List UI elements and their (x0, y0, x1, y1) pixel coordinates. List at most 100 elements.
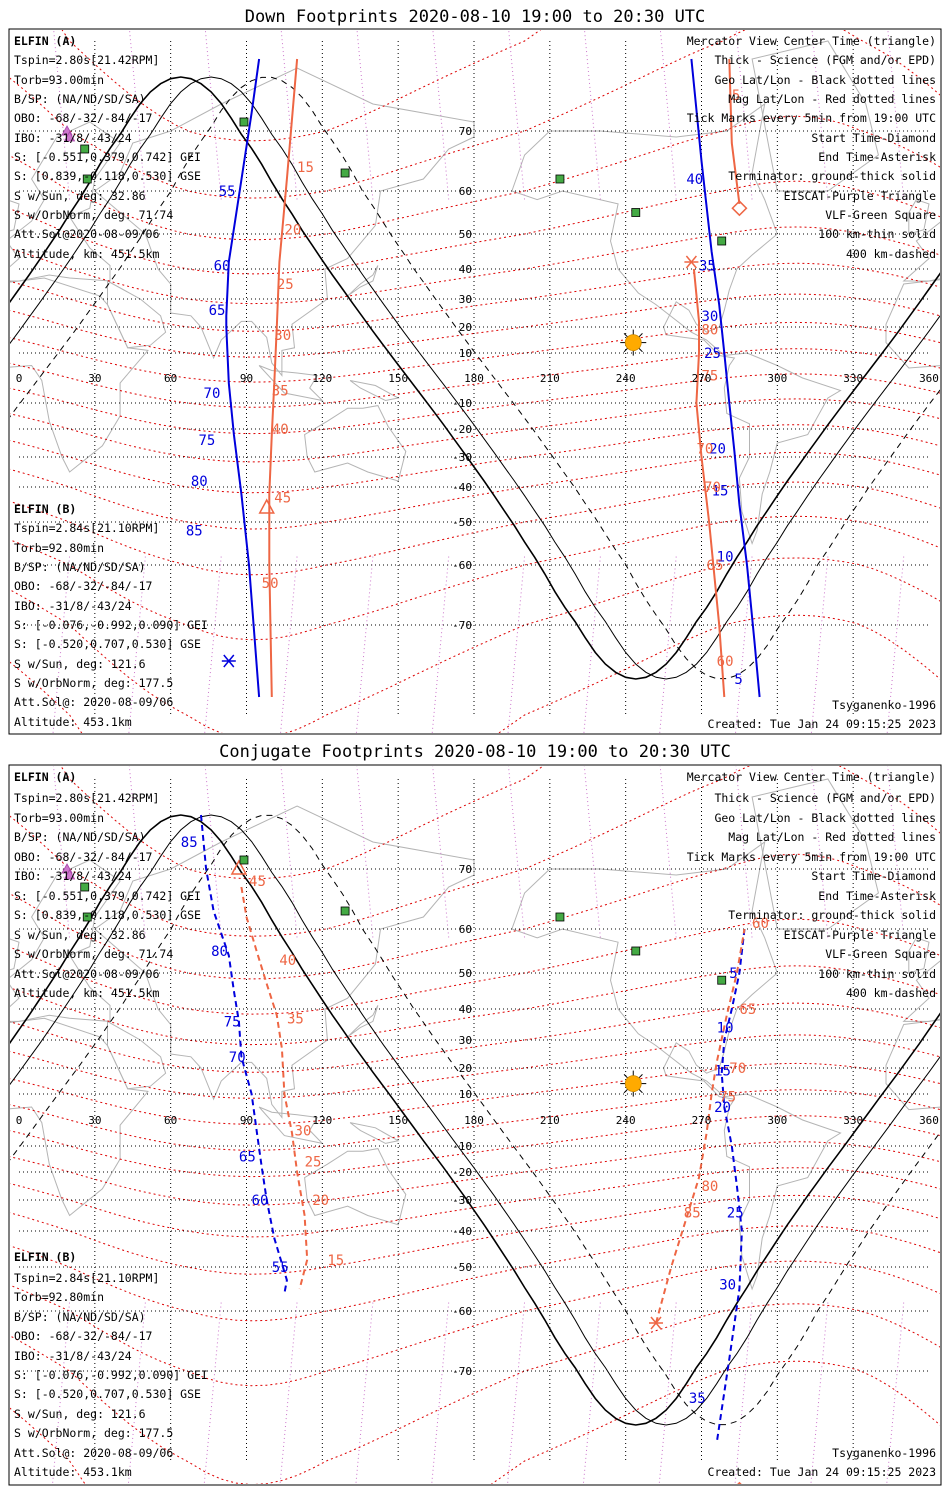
elfin-a-tick-label: 5 (734, 672, 742, 688)
mag-parallel (10, 965, 940, 1046)
mag-parallel (10, 1167, 940, 1238)
longitude-tick-label: 60 (164, 372, 177, 385)
longitude-tick-label: 120 (312, 372, 332, 385)
mag-meridian (280, 556, 298, 733)
latitude-tick-label: -70 (452, 619, 472, 632)
mag-meridian (811, 30, 829, 200)
coastline (10, 277, 149, 473)
latitude-tick-label: 20 (459, 1062, 472, 1075)
vlf-site-icon (555, 912, 565, 922)
legend-item: 400 km-dashed (846, 986, 936, 1000)
vlf-site-icon (80, 882, 90, 892)
coastline (258, 1106, 324, 1145)
coastline (107, 1020, 167, 1090)
longitude-tick-label: 180 (464, 1114, 484, 1127)
elfin-a-line: S: [-0.551,0.379,0.742] GEI (14, 150, 201, 164)
mag-meridian (431, 556, 450, 733)
elfin-a-line: S: [0.839,-0.118,0.530] GSE (14, 908, 201, 922)
longitude-tick-label: 270 (692, 372, 712, 385)
mag-meridian (886, 556, 905, 733)
coastline (10, 938, 20, 971)
mag-meridian (735, 30, 753, 200)
elfin-b-header: ELFIN (B) (14, 502, 76, 516)
terminator-lines (10, 76, 940, 680)
elfin-b-info: ELFIN (B) Tspin=2.84s[21.10RPM] Torb=92.… (14, 1250, 208, 1479)
vlf-site-icon (80, 144, 90, 154)
coastline (347, 265, 379, 297)
mag-parallel (10, 30, 940, 199)
mag-meridian (582, 1302, 601, 1484)
mag-parallel (10, 321, 940, 383)
coastline (908, 198, 930, 235)
latitude-tick-label: -30 (452, 1194, 472, 1207)
elfin-b-line: S w/Sun, deg: 121.6 (14, 1407, 146, 1421)
panel-title: Conjugate Footprints 2020-08-10 19:00 to… (219, 742, 731, 762)
mag-meridian (659, 30, 677, 200)
elfin-b-line: IBO: -31/8/-43/24 (14, 1349, 132, 1363)
elfin-b-line: B/SP: (NA/ND/SD/SA) (14, 560, 146, 574)
axis-ticks: 0 30 60 90 120 150 180 210 240 270 300 330 360 70 60 50… (16, 863, 939, 1378)
mag-meridian (204, 556, 222, 733)
elfin-a-tick-label: 15 (714, 1064, 731, 1080)
latitude-tick-label: 60 (459, 185, 472, 198)
vlf-site-icon (239, 117, 249, 127)
elfin-b-line: S: [-0.520,0.707,0.530] GSE (14, 637, 201, 651)
model-label: Tsyganenko-1996 (832, 698, 936, 712)
legend-item: Thick - Science (FGM and/or EPD) (714, 53, 936, 67)
elfin-b-tick-label: 60 (752, 916, 769, 932)
longitude-tick-label: 0 (16, 372, 23, 385)
elfin-b-tick-label: 80 (702, 323, 719, 339)
elfin-b-tick-label: 70 (704, 480, 721, 496)
terminator-line (10, 76, 940, 680)
latitude-tick-label: 60 (459, 923, 472, 936)
elfin-b-tick-label: 15 (327, 1253, 344, 1269)
longitude-tick-label: 300 (767, 1114, 787, 1127)
coastline (304, 405, 407, 482)
vlf-site-icon (631, 946, 641, 956)
elfin-b-tick-label: 45 (274, 491, 291, 507)
longitude-tick-label: 90 (240, 372, 253, 385)
sun-icon (620, 1070, 647, 1097)
elfin-a-header: ELFIN (A) (14, 770, 76, 784)
vlf-site-icon (631, 208, 641, 217)
coastline (304, 1148, 407, 1226)
elfin-b-tick-label: 50 (262, 576, 279, 592)
elfin-b-line: OBO: -68/-32/-84/-17 (14, 1329, 153, 1343)
mag-parallel (10, 373, 940, 435)
mag-parallel (10, 1089, 940, 1151)
mag-meridian (431, 1302, 450, 1484)
map-frame (8, 764, 942, 1486)
legend-item: 400 km-dashed (846, 247, 936, 261)
latitude-tick-label: -30 (452, 451, 472, 464)
latitude-tick-label: -60 (452, 559, 472, 572)
elfin-a-tick-label: 35 (689, 1391, 706, 1407)
longitude-tick-label: 330 (843, 1114, 863, 1127)
mag-meridian (507, 1302, 526, 1484)
elfin-a-tick-label: 25 (704, 346, 721, 362)
longitude-tick-label: 210 (540, 1114, 560, 1127)
mag-meridian (432, 30, 450, 200)
conjugate-footprints-panel: Conjugate Footprints 2020-08-10 19:00 to… (8, 742, 942, 1486)
longitude-tick-label: 120 (312, 1114, 332, 1127)
elfin-a-tick-label: 10 (717, 549, 734, 565)
legend-item: VLF-Green Square (825, 947, 936, 961)
mag-meridian (735, 766, 753, 938)
elfin-b-tick-label: 30 (274, 328, 291, 344)
end-time-asterisk-icon (649, 1316, 663, 1330)
elfin-b-line: Att.Sol@: 2020-08-09/06 (14, 1446, 173, 1460)
start-time-diamond-icon (731, 200, 748, 217)
mag-meridian (52, 1302, 71, 1484)
latitude-tick-label: 50 (459, 228, 472, 241)
mag-meridian (432, 766, 450, 938)
elfin-a-line: Altitude, km: 451.5km (14, 986, 159, 1000)
mag-meridian (734, 1302, 753, 1484)
down-footprints-panel: Down Footprints 2020-08-10 19:00 to 20:3… (8, 7, 942, 735)
center-time-triangle-icon (258, 498, 275, 514)
sun-icon (620, 329, 647, 356)
coastline (349, 380, 400, 402)
mag-parallel (10, 557, 940, 733)
legend-item: EISCAT-Purple Triangle (784, 189, 936, 203)
longitude-tick-label: 240 (616, 372, 636, 385)
legend-item: Mag Lat/Lon - Red dotted lines (728, 830, 936, 844)
